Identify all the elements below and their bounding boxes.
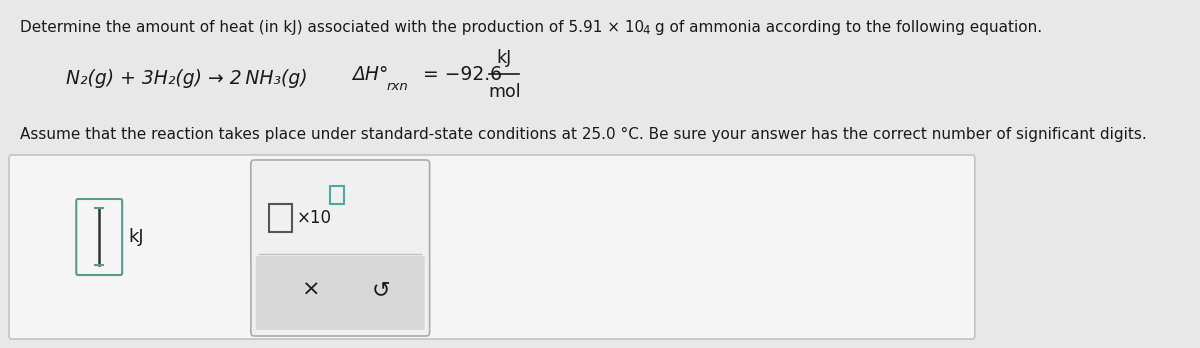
FancyBboxPatch shape [251, 160, 430, 336]
FancyBboxPatch shape [10, 155, 974, 339]
Text: ↺: ↺ [372, 280, 390, 300]
Text: kJ: kJ [497, 49, 512, 67]
Text: rxn: rxn [386, 79, 409, 93]
Text: ×10: ×10 [296, 209, 332, 227]
Text: Assume that the reaction takes place under standard-state conditions at 25.0 °C.: Assume that the reaction takes place und… [20, 126, 1147, 142]
Text: Determine the amount of heat (in kJ) associated with the production of 5.91 × 10: Determine the amount of heat (in kJ) ass… [20, 20, 644, 35]
Bar [330, 186, 344, 204]
Text: 4: 4 [642, 24, 649, 37]
Bar [269, 204, 292, 232]
FancyBboxPatch shape [256, 256, 425, 330]
Text: mol: mol [488, 83, 521, 101]
Text: N₂(g) + 3H₂(g) → 2 NH₃(g): N₂(g) + 3H₂(g) → 2 NH₃(g) [66, 69, 307, 87]
Text: = −92.6: = −92.6 [416, 64, 502, 84]
Text: ×: × [302, 280, 320, 300]
Text: ΔH°: ΔH° [353, 64, 389, 84]
FancyBboxPatch shape [77, 199, 122, 275]
Text: g of ammonia according to the following equation.: g of ammonia according to the following … [650, 20, 1043, 35]
Text: kJ: kJ [128, 228, 144, 246]
